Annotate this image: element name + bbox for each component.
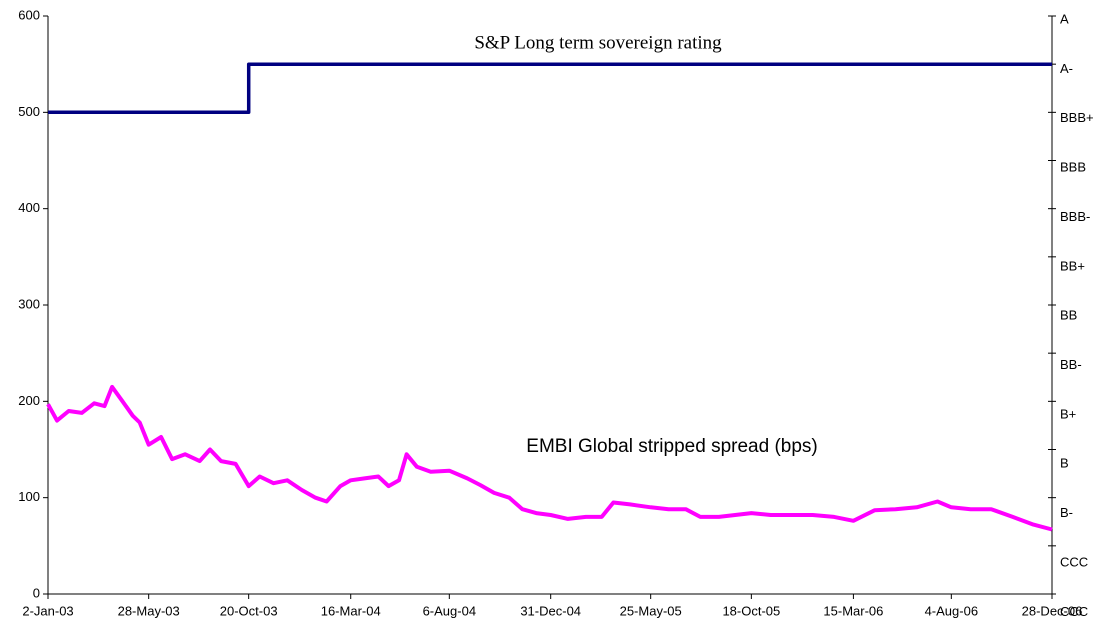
spread-annotation: EMBI Global stripped spread (bps) xyxy=(526,436,817,457)
x-tick-label: 15-Mar-06 xyxy=(823,603,883,618)
y2-tick-label: A- xyxy=(1060,61,1073,76)
y2-tick-label: B- xyxy=(1060,505,1073,520)
x-tick-label: 6-Aug-04 xyxy=(423,603,476,618)
y-tick-label: 0 xyxy=(33,585,40,600)
x-tick-label: 28-Dec-06 xyxy=(1022,603,1083,618)
y2-tick-label: CCC xyxy=(1060,604,1088,619)
y2-tick-label: A xyxy=(1060,11,1069,26)
series-line xyxy=(46,384,1053,532)
x-tick-label: 25-May-05 xyxy=(620,603,682,618)
y-tick-label: 400 xyxy=(18,200,40,215)
x-tick-label: 16-Mar-04 xyxy=(321,603,381,618)
x-tick-label: 31-Dec-04 xyxy=(520,603,581,618)
series-line xyxy=(48,62,1052,115)
y2-tick-label: BB- xyxy=(1060,357,1082,372)
x-tick-label: 28-May-03 xyxy=(118,603,180,618)
y-tick-label: 300 xyxy=(18,296,40,311)
x-tick-label: 20-Oct-03 xyxy=(220,603,278,618)
rating-annotation: S&P Long term sovereign rating xyxy=(474,32,722,53)
y2-tick-label: BBB+ xyxy=(1060,110,1094,125)
y2-tick-label: B xyxy=(1060,456,1069,471)
y-tick-label: 100 xyxy=(18,489,40,504)
x-tick-label: 4-Aug-06 xyxy=(925,603,978,618)
y2-tick-label: BB xyxy=(1060,308,1077,323)
y2-tick-label: BBB xyxy=(1060,160,1086,175)
y2-tick-label: B+ xyxy=(1060,406,1076,421)
y-tick-label: 600 xyxy=(18,7,40,22)
x-tick-label: 2-Jan-03 xyxy=(22,603,73,618)
y-tick-label: 200 xyxy=(18,393,40,408)
y-tick-label: 500 xyxy=(18,104,40,119)
x-tick-label: 18-Oct-05 xyxy=(722,603,780,618)
y2-tick-label: BB+ xyxy=(1060,258,1085,273)
y2-tick-label: BBB- xyxy=(1060,209,1090,224)
y2-tick-label: CCC xyxy=(1060,554,1088,569)
